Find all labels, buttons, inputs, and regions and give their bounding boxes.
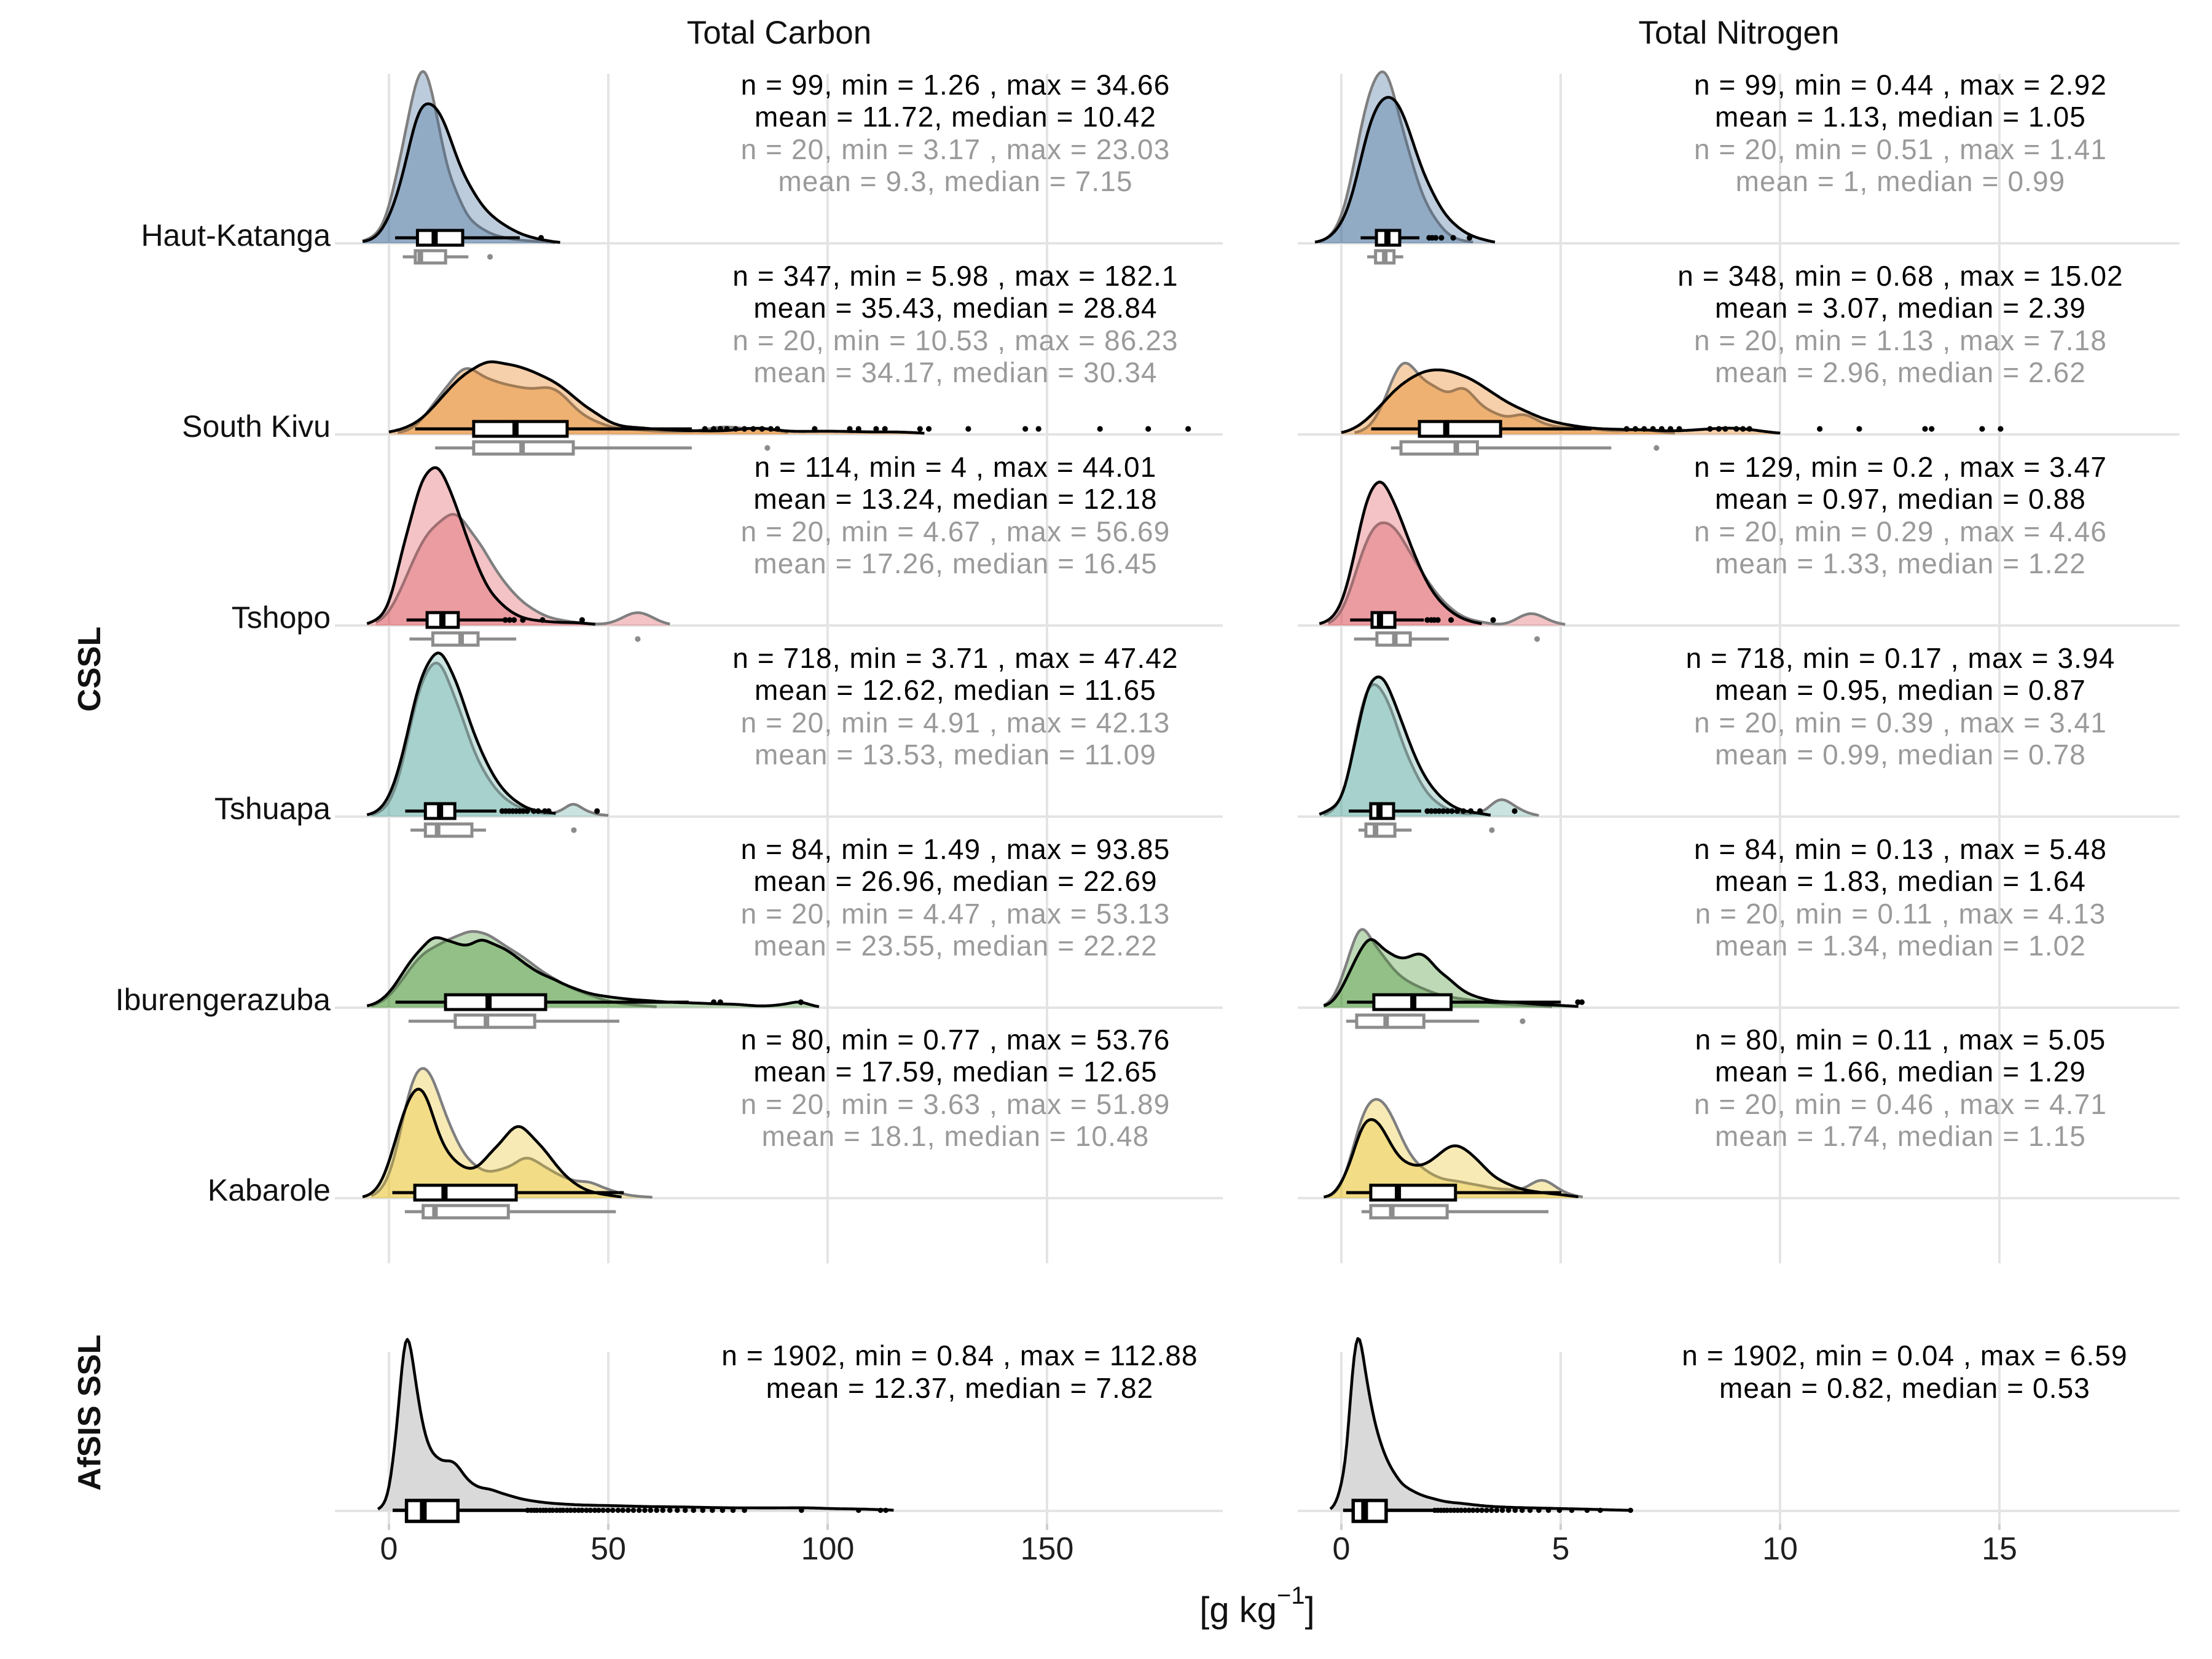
svg-text:n = 20, min = 4.91 , max = 42.: n = 20, min = 4.91 , max = 42.13 (741, 707, 1171, 739)
svg-text:n = 20, min = 1.13 , max = 7.1: n = 20, min = 1.13 , max = 7.18 (1694, 324, 2107, 356)
svg-text:n = 20, min = 0.51 , max = 1.4: n = 20, min = 0.51 , max = 1.41 (1694, 133, 2107, 165)
svg-text:n = 1902, min = 0.84 , max = 1: n = 1902, min = 0.84 , max = 112.88 (721, 1339, 1198, 1371)
svg-text:Haut-Katanga: Haut-Katanga (141, 218, 331, 253)
svg-text:n = 348, min = 0.68 , max = 15: n = 348, min = 0.68 , max = 15.02 (1677, 260, 2123, 292)
svg-text:n = 718, min = 0.17 , max = 3.: n = 718, min = 0.17 , max = 3.94 (1686, 642, 2116, 674)
svg-text:mean = 13.24, median = 12.18: mean = 13.24, median = 12.18 (753, 483, 1157, 515)
svg-text:n = 99, min = 0.44 , max = 2.9: n = 99, min = 0.44 , max = 2.92 (1694, 69, 2107, 101)
svg-text:n = 20, min = 4.67 , max = 56.: n = 20, min = 4.67 , max = 56.69 (741, 516, 1171, 547)
svg-text:mean = 17.59, median = 12.65: mean = 17.59, median = 12.65 (753, 1056, 1157, 1088)
svg-text:Total Carbon: Total Carbon (687, 15, 872, 51)
svg-text:mean = 0.82, median = 0.53: mean = 0.82, median = 0.53 (1719, 1372, 2090, 1404)
svg-text:n = 20, min = 0.46 , max = 4.7: n = 20, min = 0.46 , max = 4.71 (1694, 1088, 2107, 1120)
svg-text:mean = 11.72, median = 10.42: mean = 11.72, median = 10.42 (755, 101, 1156, 133)
svg-text:n = 114, min = 4 , max = 44.01: n = 114, min = 4 , max = 44.01 (755, 451, 1157, 483)
svg-text:n = 20, min = 3.63 , max = 51.: n = 20, min = 3.63 , max = 51.89 (741, 1088, 1171, 1120)
svg-text:n = 84, min = 0.13 , max = 5.4: n = 84, min = 0.13 , max = 5.48 (1694, 833, 2107, 865)
svg-text:n = 20, min = 4.47 , max = 53.: n = 20, min = 4.47 , max = 53.13 (741, 898, 1171, 930)
svg-text:n = 20, min = 0.29 , max = 4.4: n = 20, min = 0.29 , max = 4.46 (1694, 516, 2107, 547)
svg-text:mean = 18.1, median = 10.48: mean = 18.1, median = 10.48 (762, 1120, 1150, 1152)
svg-text:Tshopo: Tshopo (232, 600, 331, 635)
svg-text:mean = 2.96, median = 2.62: mean = 2.96, median = 2.62 (1715, 356, 2086, 388)
svg-text:mean = 12.37, median = 7.82: mean = 12.37, median = 7.82 (766, 1372, 1154, 1404)
svg-text:0: 0 (1333, 1531, 1351, 1567)
svg-text:Total Nitrogen: Total Nitrogen (1638, 15, 1839, 51)
svg-text:mean = 35.43, median = 28.84: mean = 35.43, median = 28.84 (753, 292, 1157, 324)
svg-text:mean = 1.13, median = 1.05: mean = 1.13, median = 1.05 (1715, 101, 2086, 133)
svg-text:mean = 23.55, median = 22.22: mean = 23.55, median = 22.22 (753, 930, 1157, 962)
svg-text:mean = 1.83, median = 1.64: mean = 1.83, median = 1.64 (1715, 865, 2086, 897)
svg-text:n = 20, min = 0.11 , max = 4.1: n = 20, min = 0.11 , max = 4.13 (1695, 898, 2106, 930)
svg-text:Tshuapa: Tshuapa (214, 791, 331, 826)
svg-text:15: 15 (1982, 1531, 2017, 1567)
svg-text:n = 1902, min = 0.04 , max = 6: n = 1902, min = 0.04 , max = 6.59 (1682, 1339, 2127, 1371)
svg-text:5: 5 (1552, 1531, 1570, 1567)
svg-text:n = 80, min = 0.11 , max = 5.0: n = 80, min = 0.11 , max = 5.05 (1695, 1024, 2106, 1056)
svg-text:n = 20, min = 10.53 , max = 86: n = 20, min = 10.53 , max = 86.23 (732, 324, 1178, 356)
svg-text:mean = 0.95, median = 0.87: mean = 0.95, median = 0.87 (1715, 674, 2086, 706)
svg-text:n = 20, min = 3.17 , max = 23.: n = 20, min = 3.17 , max = 23.03 (741, 133, 1171, 165)
svg-text:mean = 1.66, median = 1.29: mean = 1.66, median = 1.29 (1715, 1056, 2086, 1088)
svg-text:mean = 1.33, median = 1.22: mean = 1.33, median = 1.22 (1715, 547, 2086, 579)
svg-text:mean = 9.3, median = 7.15: mean = 9.3, median = 7.15 (778, 165, 1132, 197)
svg-text:mean = 12.62, median = 11.65: mean = 12.62, median = 11.65 (755, 674, 1156, 706)
svg-text:10: 10 (1762, 1531, 1798, 1567)
svg-text:150: 150 (1021, 1531, 1074, 1567)
svg-text:mean = 1.34, median = 1.02: mean = 1.34, median = 1.02 (1715, 930, 2086, 962)
svg-text:mean = 1.74, median = 1.15: mean = 1.74, median = 1.15 (1715, 1120, 2086, 1152)
svg-text:0: 0 (380, 1531, 398, 1567)
svg-text:South Kivu: South Kivu (182, 409, 331, 444)
svg-text:n = 84, min = 1.49 , max = 93.: n = 84, min = 1.49 , max = 93.85 (741, 833, 1171, 865)
svg-text:n = 80, min = 0.77 , max = 53.: n = 80, min = 0.77 , max = 53.76 (741, 1024, 1171, 1056)
svg-text:mean = 34.17, median = 30.34: mean = 34.17, median = 30.34 (753, 356, 1157, 388)
svg-text:CSSL: CSSL (72, 627, 108, 712)
svg-text:n = 99, min = 1.26 , max = 34.: n = 99, min = 1.26 , max = 34.66 (741, 69, 1171, 101)
svg-text:100: 100 (801, 1531, 855, 1567)
svg-text:n = 347, min = 5.98 , max = 18: n = 347, min = 5.98 , max = 182.1 (732, 260, 1178, 292)
svg-text:n = 718, min = 3.71 , max = 47: n = 718, min = 3.71 , max = 47.42 (732, 642, 1178, 674)
svg-text:mean = 3.07, median = 2.39: mean = 3.07, median = 2.39 (1715, 292, 2086, 324)
svg-text:mean = 17.26, median = 16.45: mean = 17.26, median = 16.45 (753, 547, 1157, 579)
svg-text:n = 129, min = 0.2 , max = 3.4: n = 129, min = 0.2 , max = 3.47 (1694, 451, 2107, 483)
svg-text:50: 50 (590, 1531, 626, 1567)
svg-text:Iburengerazuba: Iburengerazuba (116, 982, 331, 1017)
svg-text:mean = 0.97, median = 0.88: mean = 0.97, median = 0.88 (1715, 483, 2086, 515)
svg-text:AfSIS SSL: AfSIS SSL (72, 1335, 108, 1491)
svg-text:mean = 13.53, median = 11.09: mean = 13.53, median = 11.09 (755, 739, 1156, 771)
svg-text:mean = 1, median = 0.99: mean = 1, median = 0.99 (1736, 165, 2066, 197)
svg-text:mean = 26.96, median = 22.69: mean = 26.96, median = 22.69 (753, 865, 1157, 897)
svg-text:Kabarole: Kabarole (208, 1173, 331, 1207)
svg-text:mean = 0.99, median = 0.78: mean = 0.99, median = 0.78 (1715, 739, 2086, 771)
svg-text:n = 20, min = 0.39 , max = 3.4: n = 20, min = 0.39 , max = 3.41 (1694, 707, 2107, 739)
